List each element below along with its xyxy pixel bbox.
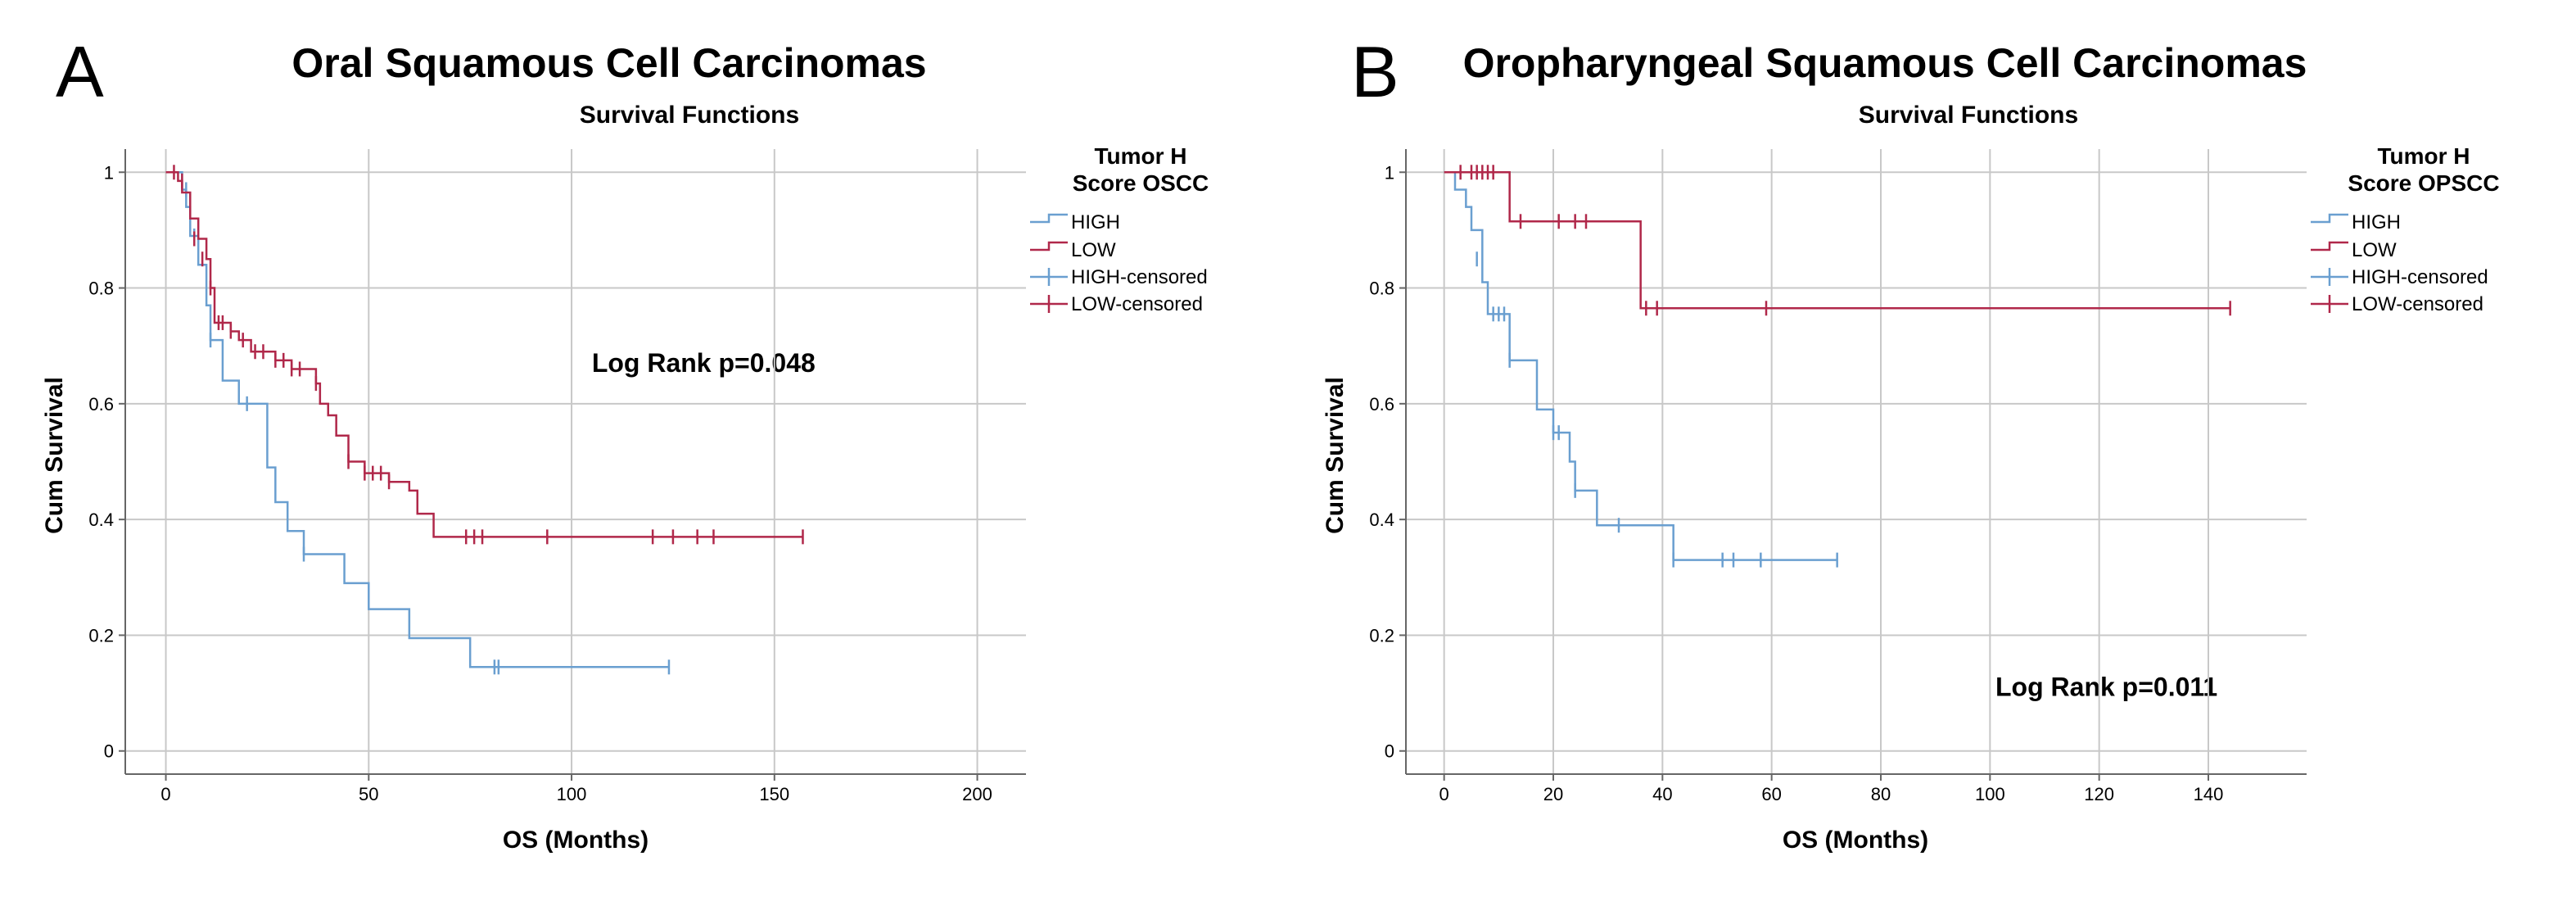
y-tick-label: 0 <box>104 741 114 762</box>
y-tick-label: 0 <box>1385 741 1394 762</box>
y-tick-label: 0.4 <box>1369 510 1394 530</box>
gridlines <box>125 149 1026 774</box>
legend-swatch-high-censored <box>1030 268 1068 286</box>
x-tick-label: 200 <box>962 784 992 804</box>
legend-title-line-1: Tumor H <box>2377 143 2470 169</box>
legend-item-high: HIGH <box>2311 211 2401 233</box>
legend-label-high: HIGH <box>1071 211 1120 233</box>
legend-swatch-low <box>1030 241 1068 251</box>
legend-swatch-low <box>2311 241 2348 251</box>
x-tick-label: 140 <box>2194 784 2224 804</box>
x-tick-label: 40 <box>1652 784 1672 804</box>
survival-curve-high <box>165 171 669 668</box>
legend-label-low-censored: LOW-censored <box>2352 293 2483 315</box>
panel-letter: B <box>1351 31 1399 112</box>
legend-label-low: LOW <box>2352 239 2397 261</box>
y-tick-label: 1 <box>1385 162 1394 183</box>
y-tick-label: 0.2 <box>88 625 114 646</box>
y-tick-label: 0.6 <box>1369 394 1394 414</box>
legend-item-high-censored: HIGH-censored <box>1030 266 1208 288</box>
legend: HIGH LOW HIGH-censored LOW-censored <box>1030 211 1208 315</box>
x-tick-label: 100 <box>1975 784 2005 804</box>
y-tick-label: 0.2 <box>1369 625 1394 646</box>
chart-subtitle: Survival Functions <box>580 102 799 129</box>
log-rank-annotation: Log Rank p=0.011 <box>1995 673 2217 702</box>
legend-label-high: HIGH <box>2352 211 2401 233</box>
y-tick-label: 0.4 <box>88 510 114 530</box>
legend-item-high-censored: HIGH-censored <box>2311 266 2488 288</box>
legend-title-line-2: Score OSCC <box>1073 170 1209 196</box>
legend-item-low-censored: LOW-censored <box>1030 293 1203 315</box>
legend-swatch-low-censored <box>1030 295 1068 313</box>
y-tick-label: 1 <box>104 162 114 183</box>
x-axis-label: OS (Months) <box>1783 827 1928 854</box>
legend-label-low-censored: LOW-censored <box>1071 293 1203 315</box>
x-tick-label: 80 <box>1871 784 1891 804</box>
log-rank-annotation: Log Rank p=0.048 <box>592 348 816 378</box>
y-axis-label: Cum Survival <box>1322 377 1349 534</box>
legend-swatch-high <box>1030 213 1068 224</box>
legend-swatch-high-censored <box>2311 268 2348 286</box>
legend-title-line-2: Score OPSCC <box>2348 170 2499 196</box>
panel-b: B Oropharyngeal Squamous Cell Carcinomas… <box>1322 31 2500 854</box>
x-tick-label: 100 <box>557 784 587 804</box>
legend-swatch-low-censored <box>2311 295 2348 313</box>
x-tick-label: 0 <box>160 784 170 804</box>
legend: HIGH LOW HIGH-censored LOW-censored <box>2311 211 2488 315</box>
legend-item-low: LOW <box>1030 239 1116 261</box>
legend-title-line-1: Tumor H <box>1094 143 1186 169</box>
chart-title: Oropharyngeal Squamous Cell Carcinomas <box>1463 40 2307 86</box>
x-axis-label: OS (Months) <box>503 827 649 854</box>
y-tick-label: 0.8 <box>1369 279 1394 299</box>
x-tick-label: 60 <box>1761 784 1781 804</box>
panel-a: A Oral Squamous Cell Carcinomas Survival… <box>41 31 1209 854</box>
legend-item-high: HIGH <box>1030 211 1120 233</box>
chart-title: Oral Squamous Cell Carcinomas <box>291 40 926 86</box>
x-tick-label: 120 <box>2084 784 2114 804</box>
gridlines <box>1406 149 2307 774</box>
legend-label-high-censored: HIGH-censored <box>1071 266 1208 288</box>
panel-letter: A <box>56 31 104 112</box>
y-axis-label: Cum Survival <box>41 377 68 534</box>
legend-swatch-high <box>2311 213 2348 224</box>
x-tick-label: 0 <box>1439 784 1449 804</box>
x-tick-label: 50 <box>359 784 378 804</box>
legend-item-low: LOW <box>2311 239 2397 261</box>
y-tick-label: 0.8 <box>88 279 114 299</box>
legend-label-low: LOW <box>1071 239 1116 261</box>
chart-subtitle: Survival Functions <box>1859 102 2078 129</box>
legend-item-low-censored: LOW-censored <box>2311 293 2483 315</box>
x-tick-label: 20 <box>1543 784 1563 804</box>
survival-curve-high <box>1444 171 1837 561</box>
legend-label-high-censored: HIGH-censored <box>2352 266 2488 288</box>
y-tick-label: 0.6 <box>88 394 114 414</box>
x-tick-label: 150 <box>759 784 789 804</box>
